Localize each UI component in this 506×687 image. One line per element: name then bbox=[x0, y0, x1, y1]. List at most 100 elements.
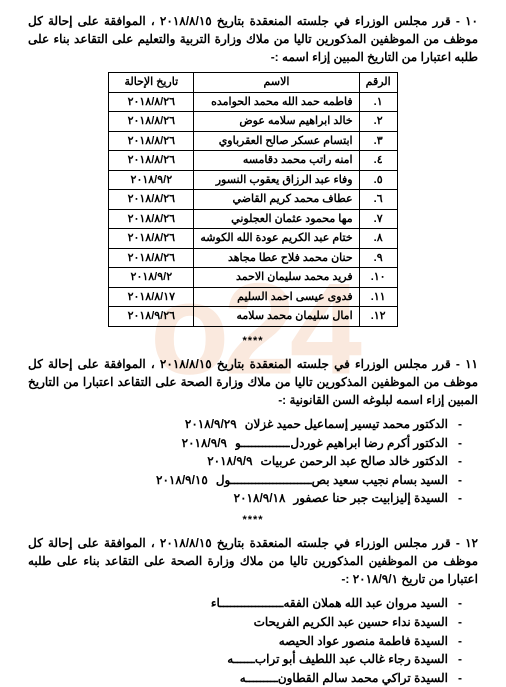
cell-name: حنان محمد فلاح عطا مجاهد bbox=[194, 248, 359, 268]
item-10-num: ١٠ bbox=[465, 14, 478, 28]
table-row: ٧.مها محمود عثمان العجلوني٢٠١٨/٨/٢٦ bbox=[109, 209, 397, 229]
dash-icon: - bbox=[448, 415, 462, 434]
cell-num: ٩. bbox=[359, 248, 397, 268]
list-date: ٢٠١٨/٩/٩ bbox=[182, 434, 227, 453]
item-12-num: ١٢ bbox=[465, 536, 478, 550]
table-row: ٨.ختام عبد الكريم عودة الله الكوشه٢٠١٨/٨… bbox=[109, 229, 397, 249]
list-item: -السيد بسام نجيب سعيد بصــــــــــــــــ… bbox=[28, 471, 462, 490]
cell-num: ٦. bbox=[359, 190, 397, 210]
cell-name: وفاء عبد الرزاق يعقوب النسور bbox=[194, 170, 359, 190]
dash-icon: - bbox=[448, 452, 462, 471]
list-fill: ــــــــــــــــــاء bbox=[211, 594, 284, 613]
cell-num: ١. bbox=[359, 92, 397, 112]
list-name: الدكتور خالد صالح عبد الرحمن عربيات bbox=[261, 452, 448, 471]
dash-icon: - bbox=[448, 650, 462, 669]
th-date: تاريخ الإحالة bbox=[109, 73, 194, 93]
cell-num: ١٢. bbox=[359, 307, 397, 327]
cell-num: ١٠. bbox=[359, 268, 397, 288]
cell-date: ٢٠١٨/٨/٢٦ bbox=[109, 248, 194, 268]
list-item: -السيدة فاطمة منصور عواد الحيصه bbox=[28, 632, 462, 651]
list-name: الدكتور محمد تيسير إسماعيل حميد غزلان bbox=[245, 415, 448, 434]
item-11-para: ١١ - قرر مجلس الوزراء في جلسته المنعقدة … bbox=[28, 355, 478, 409]
table-row: ١٢.امال سليمان محمد سلامه٢٠١٨/٩/٢٦ bbox=[109, 307, 397, 327]
list-item: -الدكتور محمد تيسير إسماعيل حميد غزلان ٢٠… bbox=[28, 415, 462, 434]
list-name: السيدة فاطمة منصور عواد الحيصه bbox=[279, 632, 448, 651]
cell-num: ٤. bbox=[359, 151, 397, 171]
list-date: ٢٠١٨/٩/١٥ bbox=[156, 471, 208, 490]
cell-date: ٢٠١٨/٨/٢٦ bbox=[109, 131, 194, 151]
dash-icon: - bbox=[448, 613, 462, 632]
item-12-para: ١٢ - قرر مجلس الوزراء في جلسته المنعقدة … bbox=[28, 534, 478, 588]
table-row: ٦.عطاف محمد كريم القاضي٢٠١٨/٨/٢٦ bbox=[109, 190, 397, 210]
list-item: -السيدة نداء حسين عبد الكريم الفريحات bbox=[28, 613, 462, 632]
list-date: ٢٠١٨/٩/٢٩ bbox=[185, 415, 237, 434]
separator: **** bbox=[28, 512, 478, 529]
list-item: -الدكتور خالد صالح عبد الرحمن عربيات ٢٠١٨… bbox=[28, 452, 462, 471]
cell-date: ٢٠١٨/٩/٢٦ bbox=[109, 307, 194, 327]
list-fill: ــــــــــــــو bbox=[235, 434, 290, 453]
cell-name: امال سليمان محمد سلامه bbox=[194, 307, 359, 327]
cell-date: ٢٠١٨/٨/١٧ bbox=[109, 287, 194, 307]
item-11-text: - قرر مجلس الوزراء في جلسته المنعقدة بتا… bbox=[28, 357, 478, 407]
cell-date: ٢٠١٨/٨/٢٦ bbox=[109, 112, 194, 132]
list-item: -السيدة رجاء غالب عبد اللطيف أبو ترابـــ… bbox=[28, 650, 462, 669]
item-10-table: الرقم الاسم تاريخ الإحالة ١.فاطمه حمد ال… bbox=[108, 72, 397, 327]
list-fill: ـــــــــه bbox=[240, 669, 278, 687]
item-12-text: - قرر مجلس الوزراء في جلسته المنعقدة بتا… bbox=[28, 536, 478, 586]
list-name: السيدة تراكي محمد سالم القطاون bbox=[278, 669, 448, 687]
cell-num: ١١. bbox=[359, 287, 397, 307]
cell-date: ٢٠١٨/٨/٢٦ bbox=[109, 190, 194, 210]
cell-date: ٢٠١٨/٨/٢٦ bbox=[109, 229, 194, 249]
table-row: ١٠.فريد محمد سليمان الاحمد٢٠١٨/٩/٢ bbox=[109, 268, 397, 288]
dash-icon: - bbox=[448, 434, 462, 453]
item-11-num: ١١ bbox=[465, 357, 478, 371]
list-date: ٢٠١٨/٩/١٨ bbox=[234, 489, 286, 508]
list-name: السيد مروان عبد الله هملان الفقه bbox=[283, 594, 448, 613]
cell-name: امنه راتب محمد دقامسه bbox=[194, 151, 359, 171]
cell-name: فريد محمد سليمان الاحمد bbox=[194, 268, 359, 288]
cell-num: ٢. bbox=[359, 112, 397, 132]
list-item: -السيد مروان عبد الله هملان الفقهـــــــ… bbox=[28, 594, 462, 613]
list-name: الدكتور أكرم رضا ابراهيم غوردل bbox=[290, 434, 448, 453]
dash-icon: - bbox=[448, 632, 462, 651]
dash-icon: - bbox=[448, 594, 462, 613]
dash-icon: - bbox=[448, 669, 462, 687]
table-row: ١.فاطمه حمد الله محمد الحوامده٢٠١٨/٨/٢٦ bbox=[109, 92, 397, 112]
table-row: ٣.ابتسام عسكر صالح العقرباوي٢٠١٨/٨/٢٦ bbox=[109, 131, 397, 151]
cell-date: ٢٠١٨/٩/٢ bbox=[109, 170, 194, 190]
cell-name: ختام عبد الكريم عودة الله الكوشه bbox=[194, 229, 359, 249]
list-fill: ــــــه bbox=[227, 650, 255, 669]
dash-icon: - bbox=[448, 471, 462, 490]
cell-date: ٢٠١٨/٨/٢٦ bbox=[109, 209, 194, 229]
list-name: السيدة إليزابيت جبر حنا عصفور bbox=[293, 489, 448, 508]
table-row: ٥.وفاء عبد الرزاق يعقوب النسور٢٠١٨/٩/٢ bbox=[109, 170, 397, 190]
list-name: السيد بسام نجيب سعيد بص bbox=[312, 471, 448, 490]
list-fill: ـــــــــــــــــــــــول bbox=[216, 471, 312, 490]
cell-num: ٣. bbox=[359, 131, 397, 151]
separator: **** bbox=[28, 333, 478, 350]
cell-num: ٨. bbox=[359, 229, 397, 249]
dash-icon: - bbox=[448, 489, 462, 508]
item-12-list: -السيد مروان عبد الله هملان الفقهـــــــ… bbox=[28, 594, 462, 687]
cell-name: ابتسام عسكر صالح العقرباوي bbox=[194, 131, 359, 151]
list-item: -الدكتور أكرم رضا ابراهيم غوردلـــــــــ… bbox=[28, 434, 462, 453]
cell-date: ٢٠١٨/٨/٢٦ bbox=[109, 151, 194, 171]
item-10-para: ١٠ - قرر مجلس الوزراء في جلسته المنعقدة … bbox=[28, 12, 478, 66]
list-item: -السيدة إليزابيت جبر حنا عصفور ٢٠١٨/٩/١٨ bbox=[28, 489, 462, 508]
table-row: ٤.امنه راتب محمد دقامسه٢٠١٨/٨/٢٦ bbox=[109, 151, 397, 171]
cell-date: ٢٠١٨/٨/٢٦ bbox=[109, 92, 194, 112]
cell-num: ٧. bbox=[359, 209, 397, 229]
cell-num: ٥. bbox=[359, 170, 397, 190]
table-row: ٢.خالد ابراهيم سلامه عوض٢٠١٨/٨/٢٦ bbox=[109, 112, 397, 132]
page-content: ١٠ - قرر مجلس الوزراء في جلسته المنعقدة … bbox=[28, 12, 478, 687]
list-date: ٢٠١٨/٩/٩ bbox=[207, 452, 252, 471]
th-num: الرقم bbox=[359, 73, 397, 93]
table-row: ٩.حنان محمد فلاح عطا مجاهد٢٠١٨/٨/٢٦ bbox=[109, 248, 397, 268]
cell-name: فاطمه حمد الله محمد الحوامده bbox=[194, 92, 359, 112]
list-item: -السيدة تراكي محمد سالم القطاونـــــــــ… bbox=[28, 669, 462, 687]
item-10-text: - قرر مجلس الوزراء في جلسته المنعقدة بتا… bbox=[28, 14, 478, 64]
list-name: السيدة رجاء غالب عبد اللطيف أبو تراب bbox=[255, 650, 448, 669]
cell-name: مها محمود عثمان العجلوني bbox=[194, 209, 359, 229]
cell-name: عطاف محمد كريم القاضي bbox=[194, 190, 359, 210]
cell-name: خالد ابراهيم سلامه عوض bbox=[194, 112, 359, 132]
